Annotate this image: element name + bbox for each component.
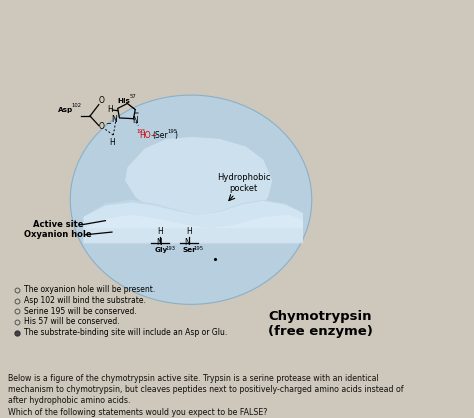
Text: Ser: Ser bbox=[182, 247, 196, 253]
Text: −: − bbox=[105, 121, 111, 127]
Text: His: His bbox=[118, 98, 130, 104]
Polygon shape bbox=[125, 137, 272, 221]
Text: 57: 57 bbox=[129, 94, 137, 99]
Text: N: N bbox=[132, 116, 137, 125]
Text: ): ) bbox=[174, 130, 177, 140]
Text: The oxyanion hole will be present.: The oxyanion hole will be present. bbox=[24, 285, 155, 294]
Text: Gly: Gly bbox=[155, 247, 168, 253]
Text: Serine 195 will be conserved.: Serine 195 will be conserved. bbox=[24, 307, 137, 316]
Text: Asp 102 will bind the substrate.: Asp 102 will bind the substrate. bbox=[24, 296, 146, 305]
Text: H: H bbox=[157, 227, 163, 236]
Text: His 57 will be conserved.: His 57 will be conserved. bbox=[24, 317, 120, 326]
Text: The substrate-binding site will include an Asp or Glu.: The substrate-binding site will include … bbox=[24, 328, 228, 337]
Text: =: = bbox=[134, 111, 139, 116]
Text: Asp: Asp bbox=[58, 107, 73, 113]
Text: N: N bbox=[112, 115, 118, 124]
Text: H: H bbox=[107, 105, 113, 114]
Text: N: N bbox=[185, 238, 191, 247]
Text: Active site: Active site bbox=[33, 220, 83, 229]
Text: Oxyanion hole: Oxyanion hole bbox=[24, 230, 92, 239]
Polygon shape bbox=[70, 95, 312, 304]
Text: 195: 195 bbox=[167, 129, 177, 134]
Text: 195: 195 bbox=[136, 129, 146, 134]
Text: H: H bbox=[186, 227, 191, 236]
Text: O: O bbox=[99, 96, 105, 105]
Text: O: O bbox=[99, 122, 105, 131]
Text: Below is a figure of the chymotrypsin active site. Trypsin is a serine protease : Below is a figure of the chymotrypsin ac… bbox=[8, 374, 403, 417]
Text: Hydrophobic
pocket: Hydrophobic pocket bbox=[217, 173, 271, 193]
Text: HO−: HO− bbox=[139, 130, 157, 140]
Text: N: N bbox=[156, 238, 162, 247]
Text: 102: 102 bbox=[71, 102, 81, 107]
Polygon shape bbox=[83, 215, 303, 243]
Polygon shape bbox=[83, 200, 303, 242]
Text: (Ser: (Ser bbox=[153, 130, 168, 140]
Text: 195: 195 bbox=[193, 246, 203, 251]
Text: Chymotrypsin
(free enzyme): Chymotrypsin (free enzyme) bbox=[268, 310, 373, 338]
Polygon shape bbox=[83, 201, 303, 228]
Text: H: H bbox=[109, 138, 115, 147]
Text: 193: 193 bbox=[165, 246, 175, 251]
